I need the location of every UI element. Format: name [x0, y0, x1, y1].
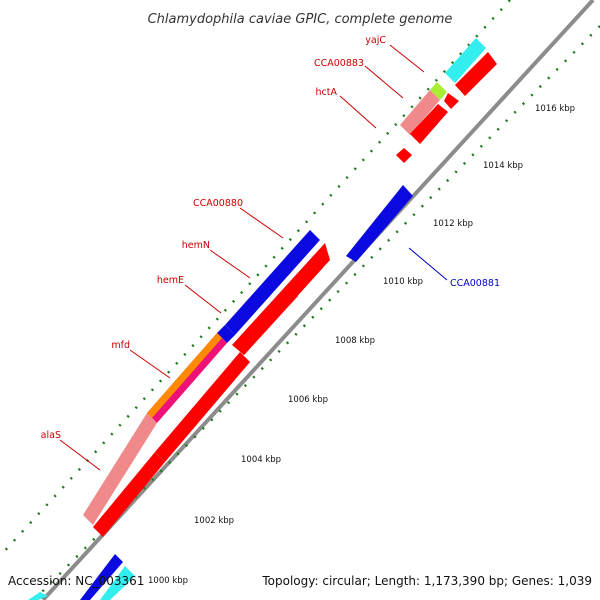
gene-arrow-hctA[interactable]	[410, 104, 448, 144]
gene-arrow-yajC[interactable]	[455, 52, 497, 96]
gene-label[interactable]: yajC	[365, 35, 386, 46]
outer-tick-track	[0, 0, 511, 557]
kbp-label: 1010 kbp	[383, 277, 423, 287]
kbp-label: 1008 kbp	[335, 336, 375, 346]
gene-block-alaS[interactable]	[83, 413, 157, 525]
gene-block-CCA00883[interactable]	[430, 82, 447, 100]
accession-text: Accession: NC_003361	[8, 574, 144, 588]
feature-blocks	[28, 38, 497, 600]
gene-block-hemE[interactable]	[217, 325, 235, 343]
gene-arrow-CCA00883[interactable]	[444, 93, 459, 109]
gene-arrow-alaS[interactable]	[93, 452, 165, 537]
gene-label[interactable]: mfd	[111, 340, 130, 351]
genome-backbone	[41, 0, 595, 600]
kbp-label: 1012 kbp	[433, 219, 473, 229]
gene-labels: alaS mfd hemE hemN CCA00880 hctA CCA0088…	[41, 35, 500, 441]
gene-label[interactable]: CCA00883	[314, 58, 364, 69]
genome-summary-text: Topology: circular; Length: 1,173,390 bp…	[261, 574, 592, 588]
kbp-label: 1002 kbp	[194, 516, 234, 526]
gene-block-bottom-cyan	[100, 566, 135, 600]
gene-label[interactable]: hemE	[157, 275, 184, 286]
gene-block-yajC[interactable]	[445, 38, 486, 83]
kbp-label: 1014 kbp	[483, 161, 523, 171]
gene-label[interactable]: hctA	[316, 87, 338, 98]
gene-arrow-hemE[interactable]	[233, 322, 266, 355]
gene-label[interactable]: CCA00880	[193, 198, 243, 209]
gene-block-bottom-cyan-left	[28, 592, 48, 600]
kbp-label: 1006 kbp	[288, 395, 328, 405]
gene-block-hemN[interactable]	[225, 230, 320, 335]
gene-block-hctA[interactable]	[400, 90, 440, 135]
gene-label[interactable]: CCA00881	[450, 278, 500, 289]
gene-block-bottom-blue	[80, 554, 123, 600]
gene-block-mfd[interactable]	[147, 333, 222, 418]
map-title: Chlamydophila caviae GPIC, complete geno…	[148, 12, 453, 27]
gene-arrow-small[interactable]	[396, 148, 412, 163]
kbp-scale-labels: 1000 kbp 1002 kbp 1004 kbp 1006 kbp 1008…	[148, 104, 575, 586]
gene-label[interactable]: alaS	[41, 430, 61, 441]
kbp-label: 1004 kbp	[241, 455, 281, 465]
gene-arrow-mfd[interactable]	[155, 352, 250, 462]
gene-block-CCA00881[interactable]	[346, 185, 413, 262]
kbp-label: 1016 kbp	[535, 104, 575, 114]
gene-label[interactable]: hemN	[182, 240, 210, 251]
leader-lines	[59, 44, 448, 471]
kbp-label: 1000 kbp	[148, 576, 188, 586]
